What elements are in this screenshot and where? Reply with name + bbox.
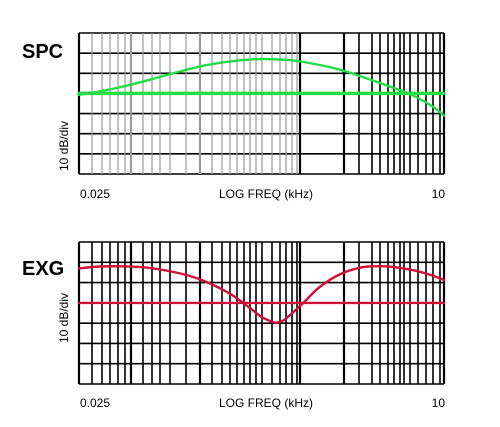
spc-x-tick-min: 0.025 bbox=[80, 187, 110, 201]
exg-panel-title: EXG bbox=[22, 258, 64, 280]
spc-x-axis-label: LOG FREQ (kHz) bbox=[219, 187, 313, 201]
exg-response-line bbox=[77, 264, 446, 324]
spc-panel: SPC 10 dB/div 0.025 10 LOG FREQ (kHz) bbox=[22, 32, 446, 201]
exg-x-tick-min: 0.025 bbox=[80, 396, 110, 410]
exg-series-group bbox=[77, 264, 446, 324]
spc-series-group bbox=[77, 57, 446, 117]
exg-grid bbox=[77, 241, 446, 385]
spc-panel-title: SPC bbox=[22, 41, 63, 63]
spc-response-line bbox=[77, 57, 446, 117]
spc-x-tick-max: 10 bbox=[432, 187, 446, 201]
exg-panel: EXG 10 dB/div 0.025 10 LOG FREQ (kHz) bbox=[22, 241, 446, 410]
spc-y-axis-label: 10 dB/div bbox=[57, 121, 71, 171]
exg-x-axis-label: LOG FREQ (kHz) bbox=[219, 396, 313, 410]
spc-grid bbox=[77, 32, 446, 175]
exg-y-axis-label: 10 dB/div bbox=[57, 293, 71, 343]
exg-x-tick-max: 10 bbox=[432, 396, 446, 410]
